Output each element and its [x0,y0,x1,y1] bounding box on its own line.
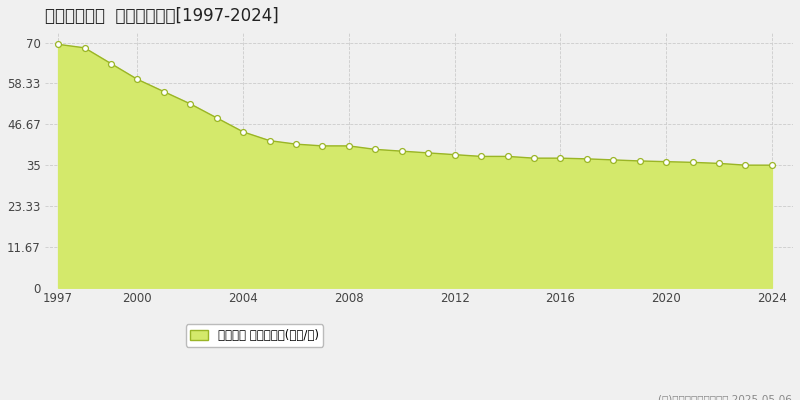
Point [554,155,567,161]
Point [105,60,118,67]
Point [766,162,778,168]
Point [422,150,434,156]
Point [660,158,673,165]
Point [237,129,250,135]
Point [527,155,540,161]
Point [686,159,699,166]
Point [607,157,620,163]
Point [342,143,355,149]
Point [369,146,382,152]
Point [474,153,487,160]
Point [78,45,91,51]
Point [184,101,197,107]
Point [713,160,726,167]
Text: (Ｃ)土地価格ドットコム 2025-05-06: (Ｃ)土地価格ドットコム 2025-05-06 [658,394,792,400]
Point [581,156,594,162]
Point [634,158,646,164]
Point [210,115,223,121]
Point [158,88,170,95]
Legend: 基準地価 平均嵪単価(万円/嵪): 基準地価 平均嵪単価(万円/嵪) [186,324,323,347]
Point [131,76,144,82]
Text: 羽曳野市島泉  基準地価推移[1997-2024]: 羽曳野市島泉 基準地価推移[1997-2024] [45,7,278,25]
Point [263,138,276,144]
Point [501,153,514,160]
Point [448,152,461,158]
Point [395,148,408,154]
Point [316,143,329,149]
Point [290,141,302,147]
Point [52,41,65,48]
Point [739,162,752,168]
